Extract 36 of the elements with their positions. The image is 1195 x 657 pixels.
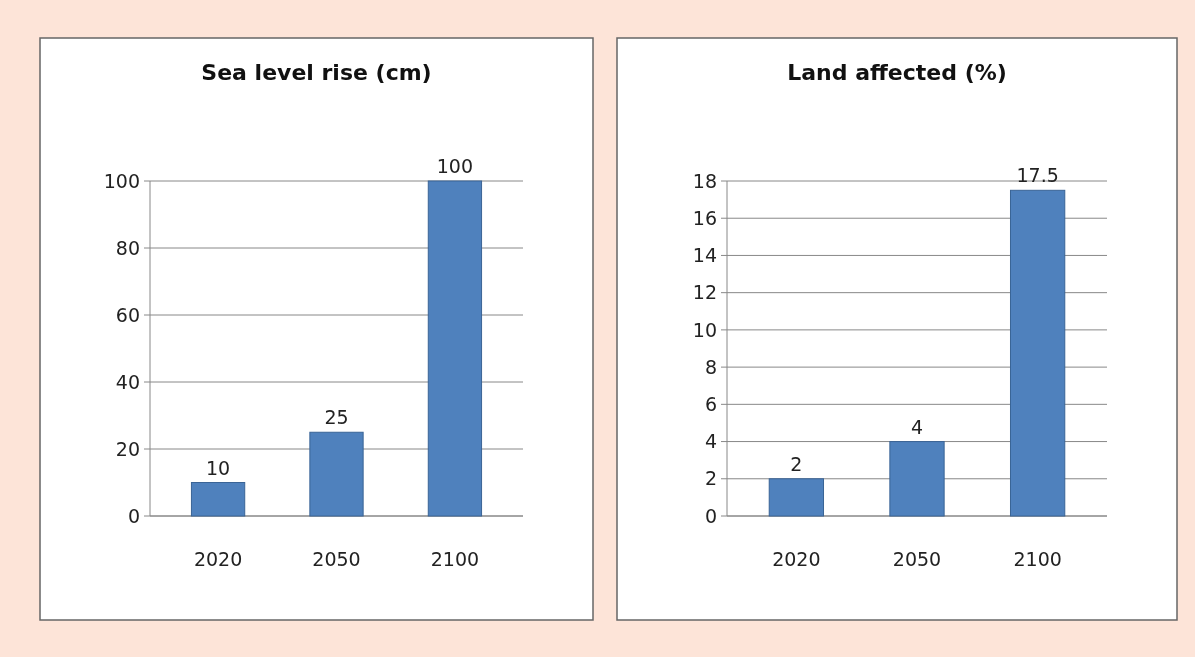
y-tick-label: 100 [103,169,140,192]
y-tick-label: 20 [115,437,140,460]
chart-title: Sea level rise (cm) [201,60,432,85]
bar [889,441,945,517]
data-label: 100 [436,155,474,177]
data-label: 4 [910,415,924,438]
y-tick-label: 6 [704,392,717,415]
y-tick-label: 0 [127,504,140,527]
y-tick-label: 14 [692,244,717,267]
x-tick-label: 2020 [193,548,243,570]
y-tick-label: 4 [704,430,717,453]
chart-title: Land affected (%) [787,60,1007,85]
x-tick-label: 2100 [1013,548,1062,570]
x-tick-label: 2050 [312,548,361,570]
bar [1009,189,1066,517]
y-tick-label: 2 [704,467,717,490]
data-label: 17.5 [1016,164,1059,187]
x-tick-label: 2050 [892,548,942,570]
y-tick-label: 80 [115,236,140,259]
y-tick-label: 16 [692,206,717,229]
x-tick-label: 2020 [772,548,821,570]
y-tick-label: 8 [704,355,717,378]
x-tick-label: 2100 [430,548,480,570]
y-tick-label: 60 [115,303,140,326]
bar [190,482,246,517]
y-tick-label: 0 [704,504,717,527]
y-tick-label: 18 [692,169,717,192]
bar [309,431,364,517]
y-tick-label: 10 [692,318,717,341]
y-tick-label: 40 [115,370,140,393]
bar [768,478,825,517]
data-label: 2 [790,452,803,475]
y-tick-label: 12 [692,281,717,304]
data-label: 25 [324,406,349,429]
bar [427,180,483,517]
data-label: 10 [205,456,231,479]
